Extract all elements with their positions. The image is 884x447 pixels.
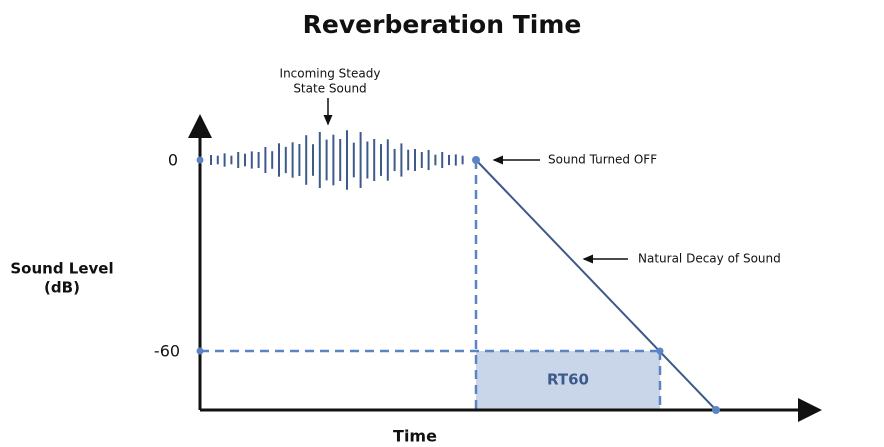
level-label: -60 [154, 342, 180, 361]
annotation: Natural Decay of Sound [638, 252, 781, 266]
decay-line [475, 159, 717, 411]
y-axis-label: (dB) [44, 279, 80, 297]
x-axis-label: Time [393, 427, 437, 446]
guides [200, 160, 662, 410]
rt60-region [476, 351, 660, 410]
waveform [210, 130, 464, 190]
level-label: 0 [168, 151, 178, 170]
dot [472, 156, 480, 164]
title: Reverberation Time [303, 10, 582, 39]
dot [656, 347, 664, 355]
dot [196, 156, 204, 164]
y-axis-label: Sound Level [10, 260, 113, 278]
annotation: State Sound [293, 82, 366, 96]
annotation: Sound Turned OFF [548, 153, 657, 167]
annotation: Incoming Steady [280, 67, 381, 81]
dot [196, 347, 204, 355]
rt60-label: RT60 [547, 371, 589, 389]
dot [712, 406, 720, 414]
